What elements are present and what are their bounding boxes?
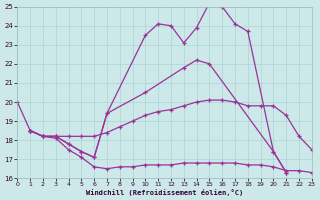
X-axis label: Windchill (Refroidissement éolien,°C): Windchill (Refroidissement éolien,°C) — [86, 189, 243, 196]
